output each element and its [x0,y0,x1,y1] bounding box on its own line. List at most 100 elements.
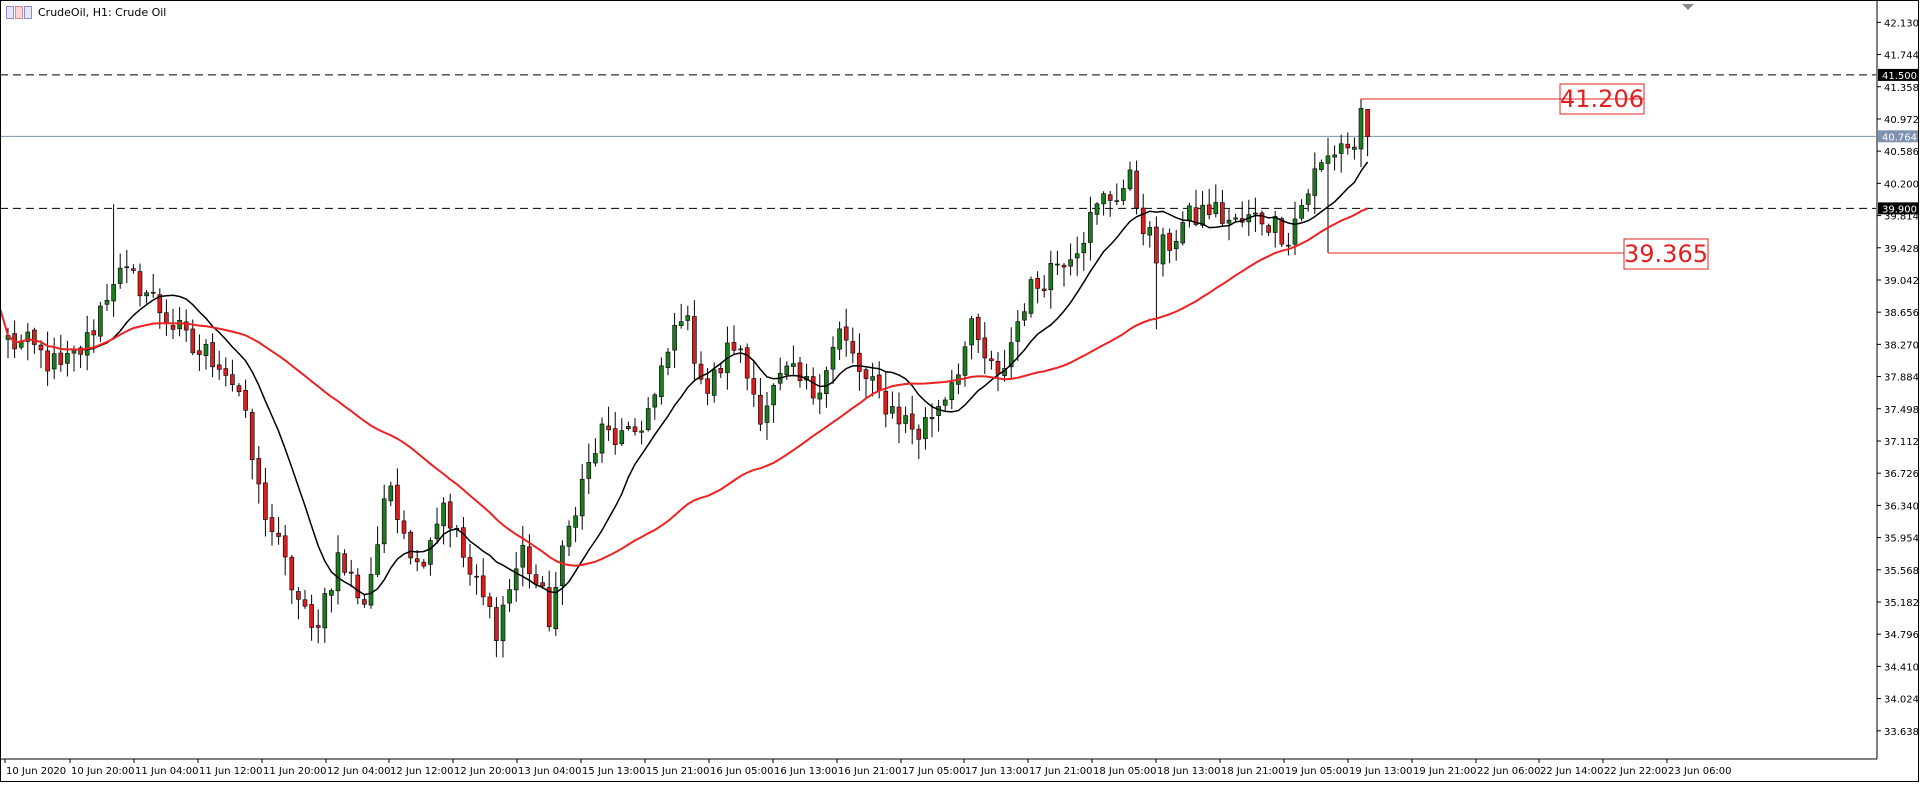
candle-body-bull [785,366,789,375]
candle-body-bear [237,386,241,392]
candle-body-bear [1036,278,1040,288]
candle-body-bull [1102,194,1106,204]
candle-body-bull [1339,144,1343,154]
candle-body-bull [1121,188,1125,200]
x-tick-label: 16 Jun 13:00 [774,766,838,777]
y-tick-label: 37.884 [1884,373,1919,384]
candle-body-bear [488,597,492,607]
candle-body-bull [1088,212,1092,242]
candle-body-bear [1141,208,1145,234]
candle-body-bull [1095,204,1099,215]
candle-body-bear [283,536,287,557]
x-tick-label: 11 Jun 12:00 [199,766,263,777]
current-price-tag: 40.764 [1882,132,1917,143]
candle-body-bear [983,338,987,358]
candle-body-bull [1161,235,1165,264]
candle-body-bear [296,591,300,599]
candle-body-bull [1148,227,1152,235]
candle-body-bull [382,499,386,544]
x-tick-label: 11 Jun 04:00 [135,766,199,777]
candle-body-bear [224,369,228,376]
candle-body-bear [1366,109,1370,136]
candle-body-bear [191,329,195,353]
candle-body-bear [917,429,921,439]
candle-body-bear [811,377,815,398]
candle-body-bear [758,395,762,424]
x-tick-label: 22 Jun 14:00 [1540,766,1604,777]
candle-body-bear [230,375,234,385]
candle-body-bull [824,371,828,394]
candle-body-bull [105,300,109,304]
candle-body-bull [739,349,743,350]
candle-body-bear [910,414,914,429]
candle-body-bull [904,416,908,424]
candle-body-bull [838,329,842,349]
level-price-tag-1: 39.900 [1882,204,1917,215]
x-tick-label: 17 Jun 13:00 [965,766,1029,777]
candle-body-bear [217,365,221,370]
candle-body-bear [752,378,756,394]
candle-body-bull [1201,205,1205,225]
candle-body-bear [1042,289,1046,291]
candle-body-bear [356,575,360,598]
candle-body-bear [1267,226,1271,233]
candle-body-bull [567,526,571,546]
x-tick-label: 18 Jun 05:00 [1093,766,1157,777]
candle-body-bull [1359,108,1363,149]
candle-body-bull [587,462,591,478]
candle-body-bull [772,385,776,405]
y-tick-label: 35.182 [1884,598,1919,609]
candle-body-bull [1214,202,1218,213]
candle-body-bear [395,485,399,520]
candle-body-bull [329,590,333,595]
candle-body-bear [613,429,617,445]
candle-body-bear [46,351,50,371]
candle-body-bull [1055,264,1059,265]
candle-body-bull [560,546,564,586]
candle-body-bear [692,316,696,363]
candle-body-bull [1016,322,1020,342]
candle-body-bear [1346,144,1350,148]
candle-body-bull [679,322,683,326]
y-tick-label: 34.024 [1884,695,1919,706]
candle-body-bull [1049,263,1053,289]
candle-body-bear [719,368,723,373]
candle-body-bear [1108,195,1112,201]
candle-body-bull [1300,205,1304,218]
x-tick-label: 18 Jun 21:00 [1221,766,1285,777]
candle-body-bull [1306,194,1310,205]
candle-body-bull [1029,280,1033,314]
candle-body-bear [877,375,881,390]
y-tick-label: 35.954 [1884,534,1919,545]
candle-body-bull [930,417,934,418]
x-tick-label: 17 Jun 21:00 [1029,766,1093,777]
candle-body-bull [950,383,954,400]
candle-body-bear [257,458,261,484]
candle-body-bear [277,533,281,536]
annotation-label-low: 39.365 [1624,240,1708,268]
candle-body-bear [996,361,1000,374]
candle-body-bull [620,431,624,444]
candle-body-bear [607,426,611,430]
candle-body-bull [593,454,597,464]
y-tick-label: 38.656 [1884,308,1919,319]
chart-title-bar: CrudeOil, H1: Crude Oil [6,4,166,20]
candle-body-bear [402,521,406,533]
x-tick-label: 12 Jun 20:00 [454,766,518,777]
candle-body-bear [857,353,861,371]
candle-body-bear [1260,213,1264,224]
candle-body-bear [270,518,274,532]
level-price-tag-0: 41.500 [1882,71,1917,82]
candle-body-bear [851,342,855,354]
candle-body-bull [389,486,393,501]
x-tick-label: 12 Jun 12:00 [390,766,454,777]
candle-body-bear [732,342,736,350]
x-tick-label: 23 Jun 06:00 [1668,766,1732,777]
candle-body-bear [39,345,43,350]
candle-body-bear [633,427,637,432]
candle-body-bear [475,576,479,577]
y-tick-label: 38.270 [1884,340,1919,351]
candle-body-bull [1227,220,1231,223]
